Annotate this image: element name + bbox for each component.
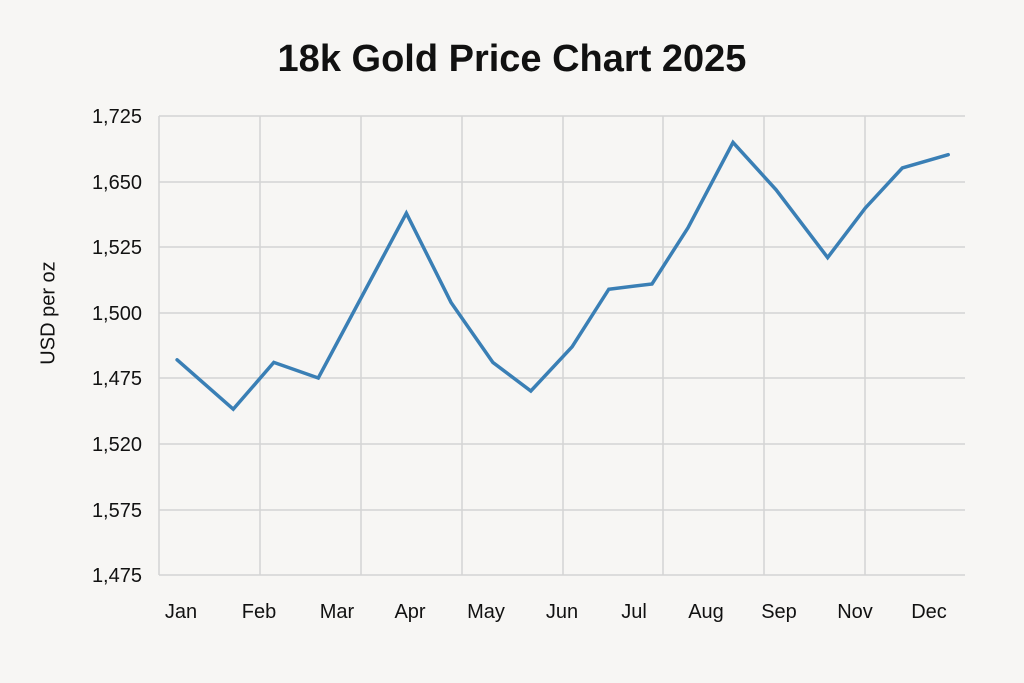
x-tick-label: May [467,601,505,623]
price-line [175,139,950,412]
x-tick-label: Sep [761,601,797,623]
chart-title: 18k Gold Price Chart 2025 [277,38,747,80]
x-tick-label: Apr [394,601,425,623]
y-tick-label: 1,475 [92,368,142,390]
x-tick-label: Feb [242,601,276,623]
x-tick-label: Jan [165,601,197,623]
x-tick-label: Jul [621,601,647,623]
y-tick-label: 1,650 [92,172,142,194]
x-tick-label: Aug [688,601,724,623]
y-tick-label: 1,475 [92,565,142,587]
x-tick-label: Jun [546,601,578,623]
x-tick-label: Mar [320,601,355,623]
y-tick-label: 1,520 [92,434,142,456]
y-tick-label: 1,500 [92,303,142,325]
y-tick-label: 1,575 [92,500,142,522]
x-tick-label: Dec [911,601,947,623]
y-tick-label: 1,525 [92,237,142,259]
y-tick-label: 1,725 [92,106,142,128]
x-tick-label: Nov [837,601,873,623]
